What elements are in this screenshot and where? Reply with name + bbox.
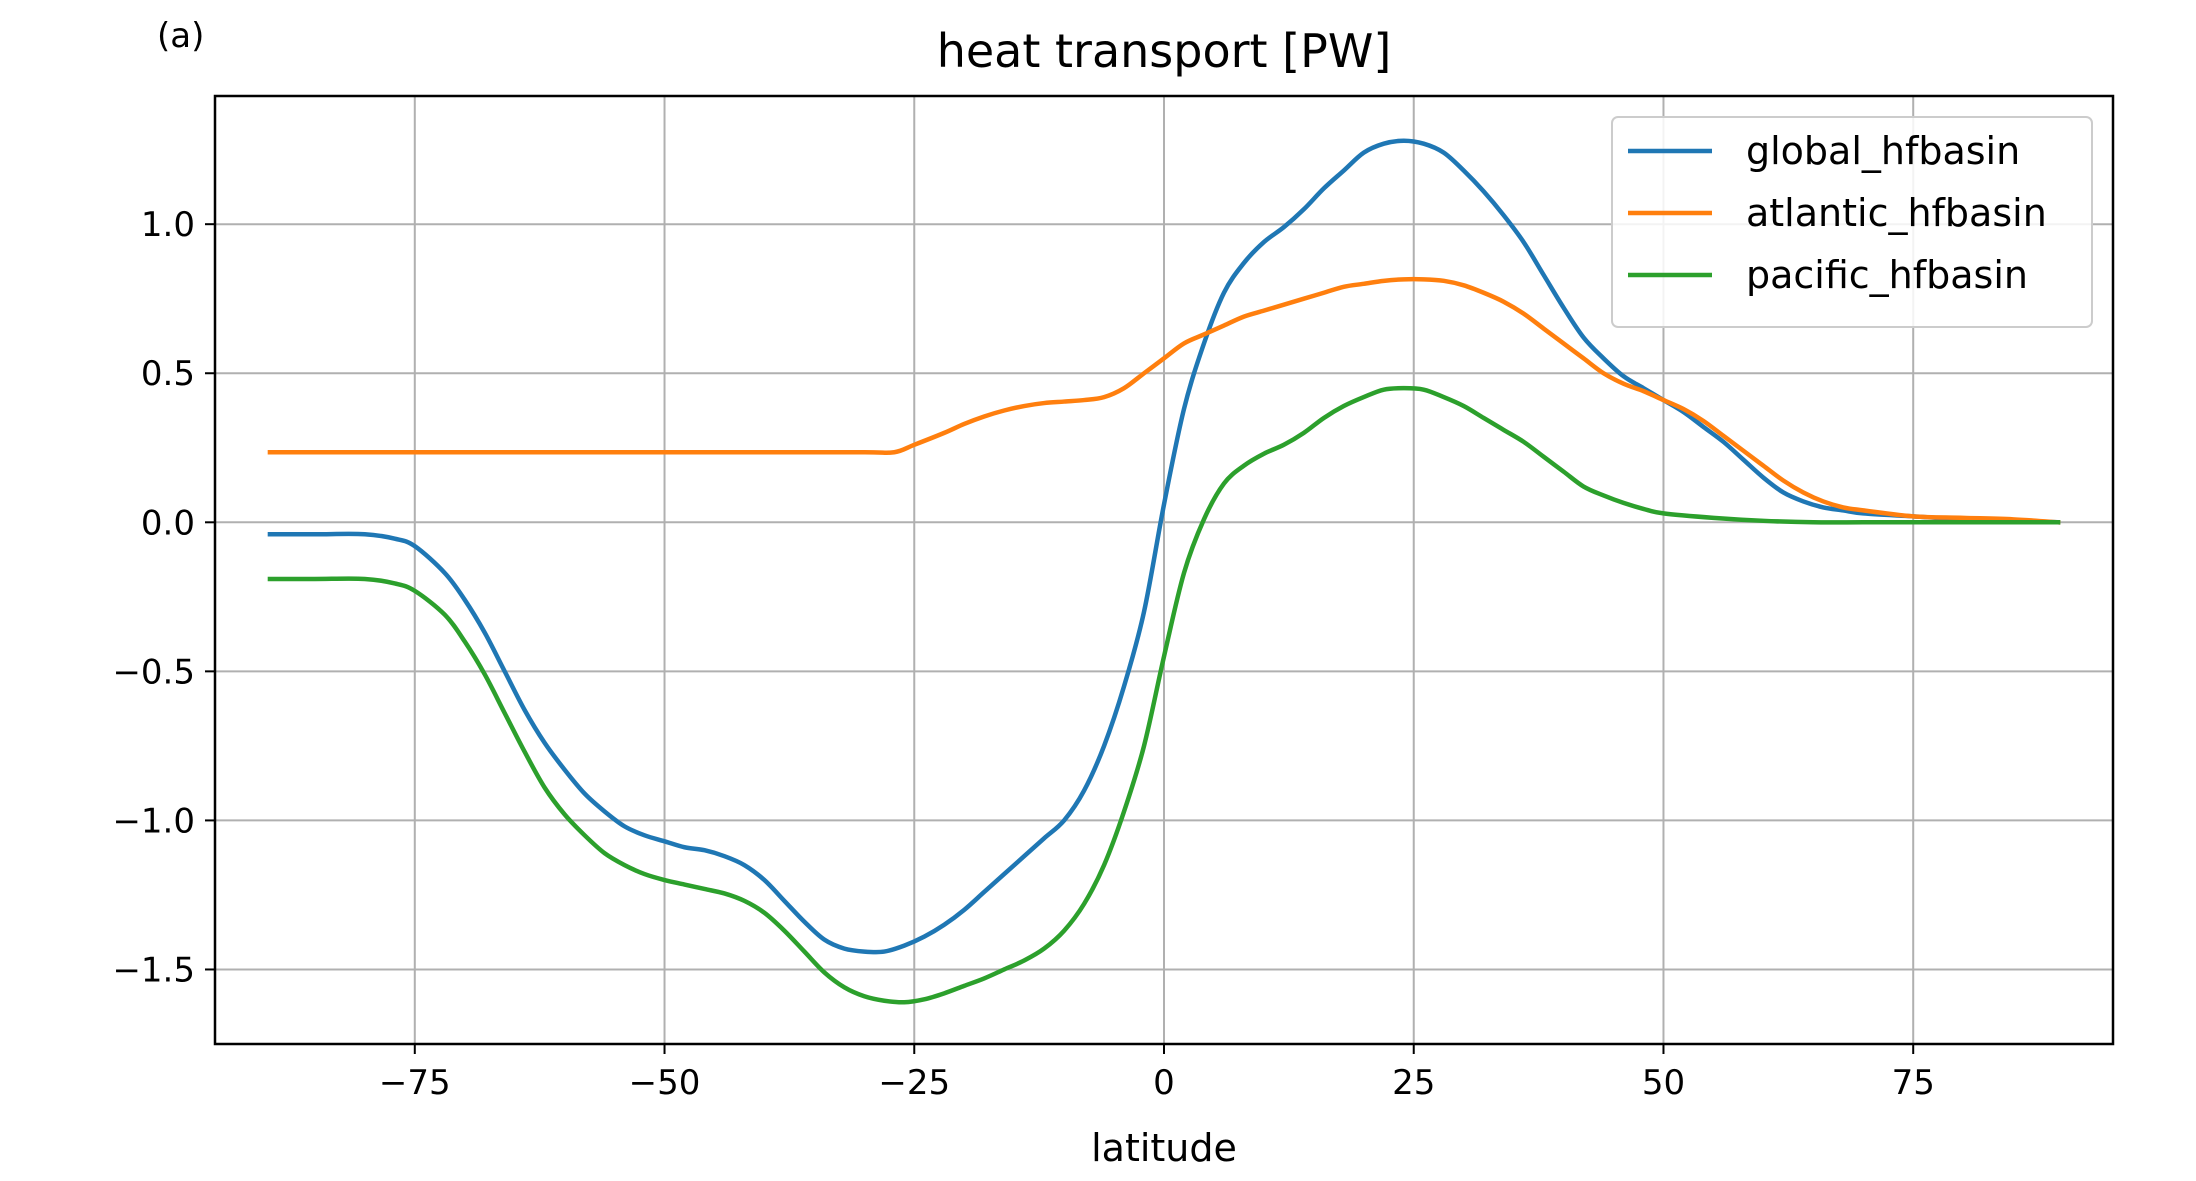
chart-title: heat transport [PW]	[937, 24, 1392, 78]
legend-entry: global_hfbasin	[1746, 129, 2020, 173]
x-tick-label: −75	[379, 1063, 451, 1103]
y-tick-label: 0.5	[141, 354, 195, 394]
x-tick-label: 25	[1392, 1063, 1435, 1103]
x-tick-label: 0	[1153, 1063, 1175, 1103]
legend-entry: pacific_hfbasin	[1746, 253, 2028, 297]
y-tick-label: −1.5	[112, 950, 195, 990]
x-tick-label: −25	[878, 1063, 950, 1103]
x-tick-label: 75	[1892, 1063, 1935, 1103]
x-tick-label: −50	[629, 1063, 701, 1103]
x-axis: −75 −50 −25 0 25 50 75	[379, 1044, 1935, 1103]
y-tick-label: 1.0	[141, 205, 195, 245]
y-tick-label: −1.0	[112, 801, 195, 841]
y-axis: −1.5 −1.0 −0.5 0.0 0.5 1.0	[112, 205, 215, 990]
series-lines	[267, 138, 2061, 1005]
x-tick-label: 50	[1642, 1063, 1685, 1103]
legend-box	[1611, 116, 2093, 328]
x-axis-label: latitude	[1091, 1126, 1237, 1170]
panel-label: (a)	[157, 16, 204, 56]
legend: global_hfbasin atlantic_hfbasin pacific_hf…	[1611, 116, 2093, 328]
y-tick-label: 0.0	[141, 503, 195, 543]
series-line-atlantic_hfbasin	[267, 276, 2061, 525]
series-line-pacific_hfbasin	[267, 385, 2061, 1005]
legend-entry: atlantic_hfbasin	[1746, 191, 2047, 235]
y-tick-label: −0.5	[112, 652, 195, 692]
